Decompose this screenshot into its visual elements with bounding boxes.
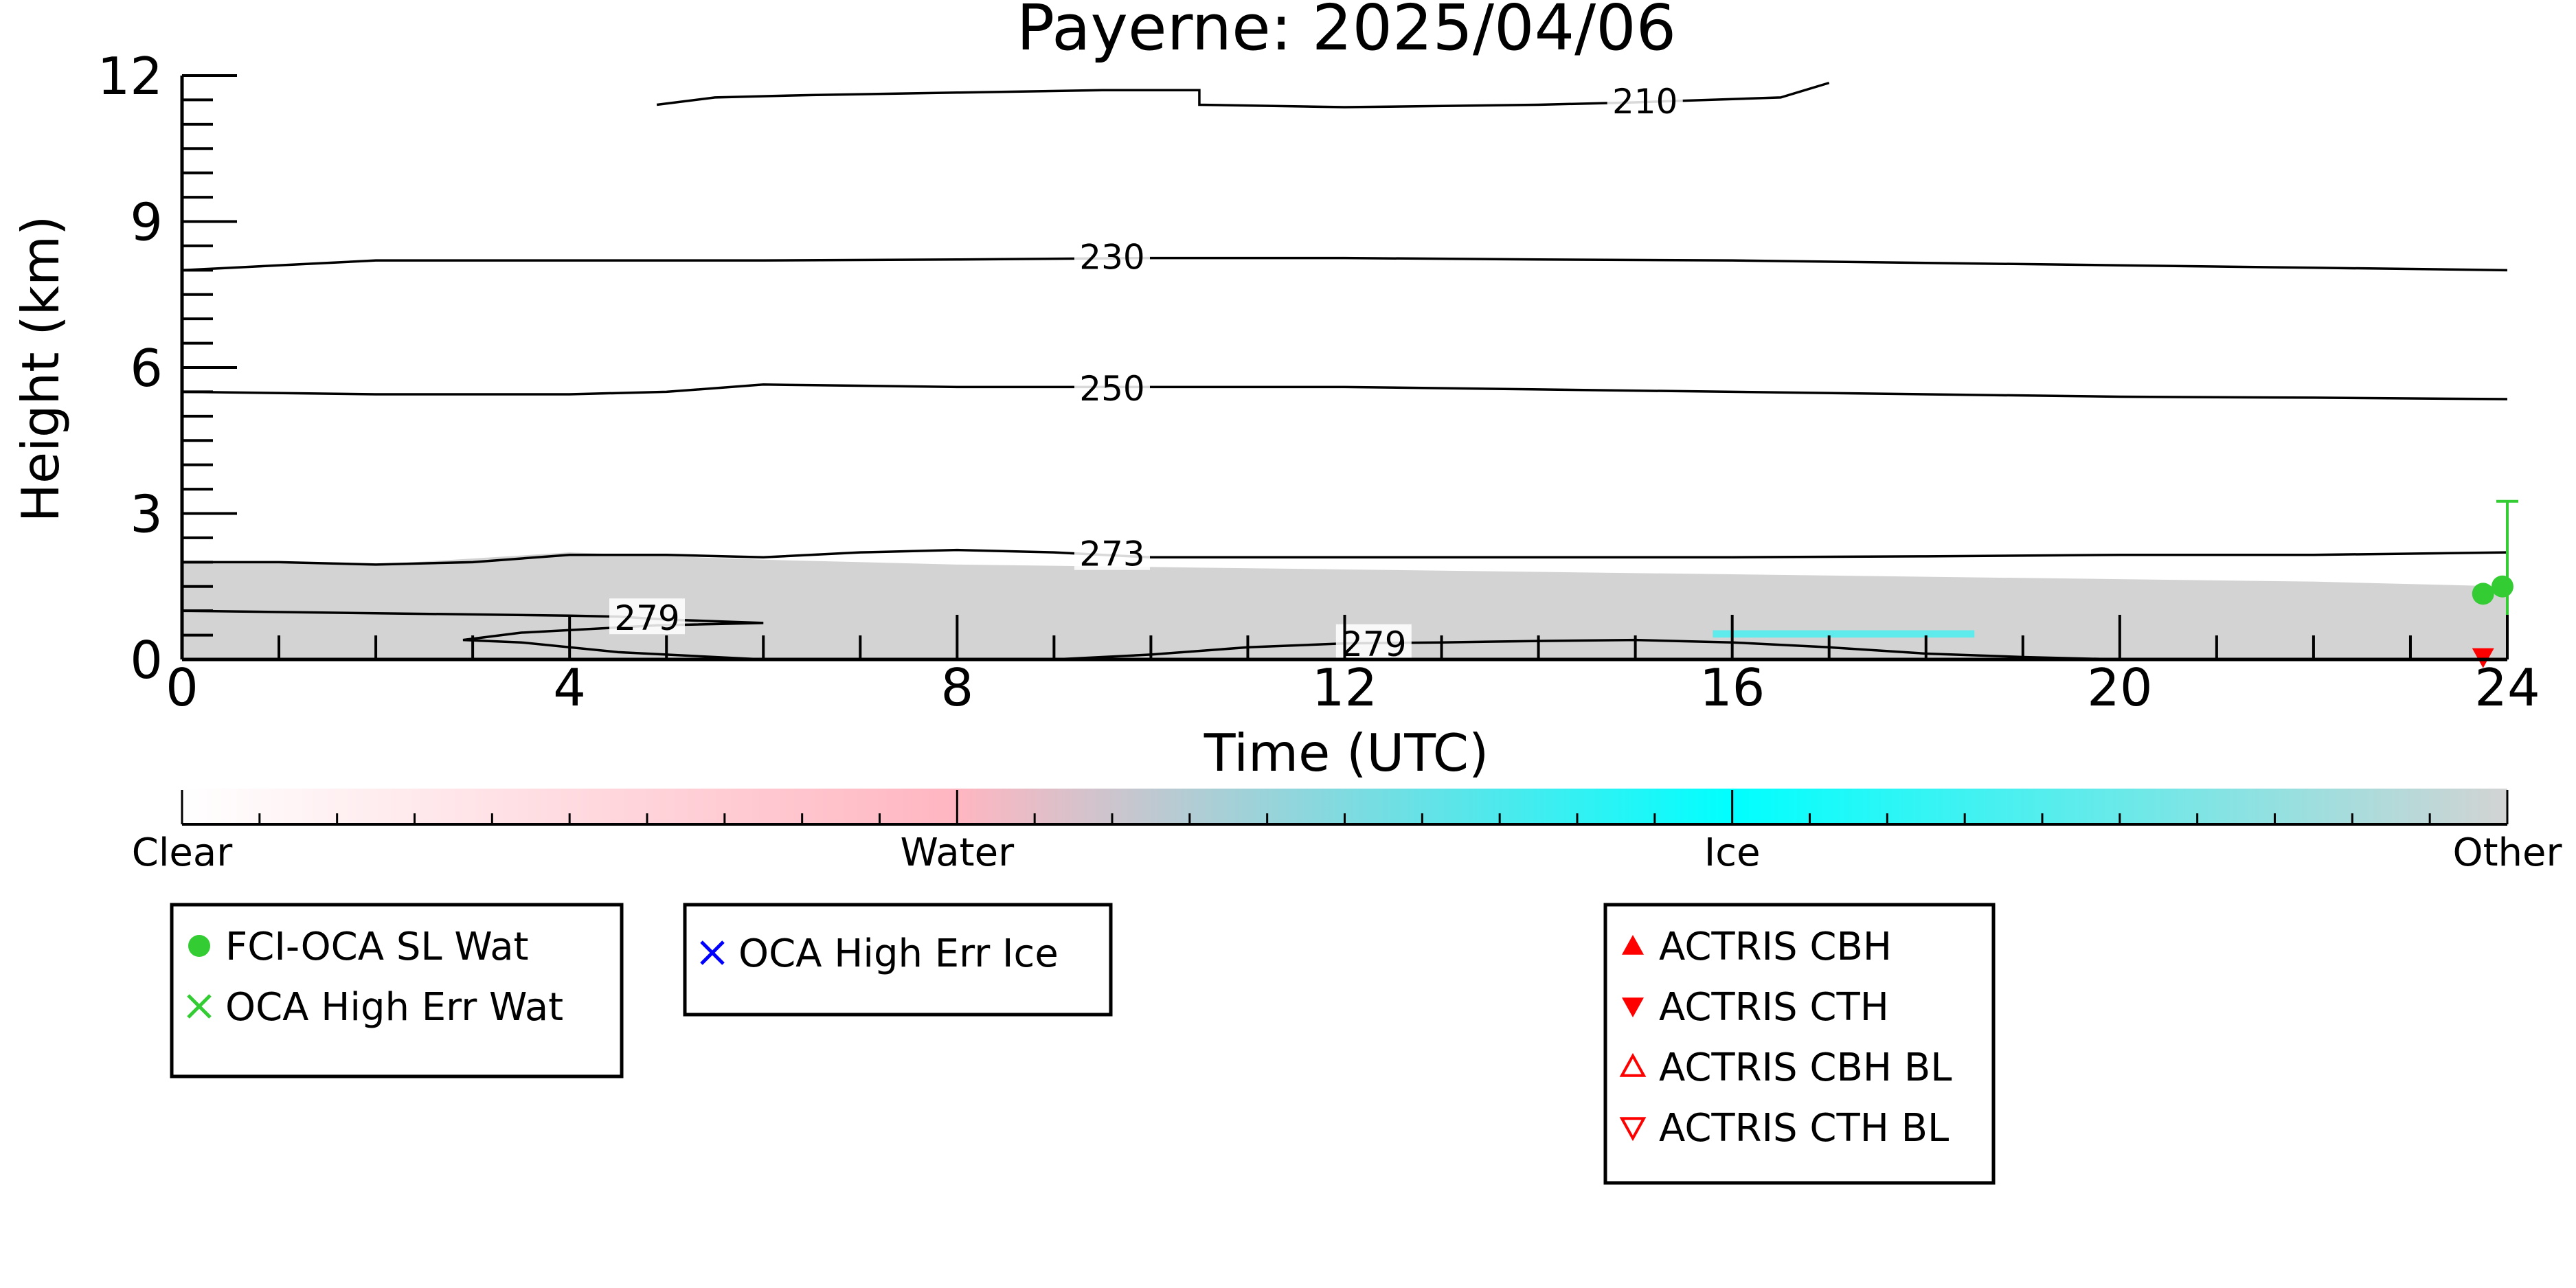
contour-label-bg bbox=[1074, 368, 1150, 405]
legend-marker bbox=[1622, 935, 1644, 955]
legend-label: ACTRIS CBH bbox=[1659, 925, 1892, 969]
contour-label-bg bbox=[1074, 534, 1150, 570]
x-tick-label: 16 bbox=[1699, 657, 1765, 718]
x-tick-label: 4 bbox=[553, 657, 586, 718]
legend-label: ACTRIS CTH bbox=[1659, 985, 1889, 1030]
legend-marker bbox=[700, 940, 725, 965]
x-tick-label: 12 bbox=[1312, 657, 1377, 718]
contour-label: 210 bbox=[1612, 82, 1677, 122]
contour-line-230 bbox=[182, 256, 2507, 272]
legend-frame bbox=[170, 903, 624, 1078]
colorbar-label: Water bbox=[901, 831, 1015, 875]
legend-marker bbox=[1622, 997, 1644, 1017]
contour-label-bg bbox=[1074, 237, 1150, 273]
colorbar-label: Other bbox=[2452, 831, 2562, 875]
contour-label: 250 bbox=[1079, 369, 1144, 409]
legend-marker bbox=[188, 935, 210, 957]
legend-marker bbox=[187, 994, 212, 1019]
legend-box: FCI-OCA SL Wat OCA High Err Wat bbox=[170, 903, 624, 1078]
legend-label: ACTRIS CTH BL bbox=[1659, 1106, 1949, 1151]
contour-line-273 bbox=[182, 548, 2507, 566]
data-point bbox=[2491, 575, 2513, 598]
y-tick-label: 9 bbox=[130, 192, 163, 253]
legend-label: OCA High Err Wat bbox=[225, 985, 563, 1030]
contour-label-bg bbox=[609, 598, 685, 635]
contour-label-bg bbox=[1335, 624, 1412, 660]
y-tick-label: 12 bbox=[98, 46, 163, 106]
ice-patch bbox=[1713, 630, 1975, 638]
data-point bbox=[2472, 583, 2494, 605]
legend-box: ACTRIS CBH ACTRIS CTH ACTRIS CBH BL ACTRIS … bbox=[1603, 903, 1996, 1185]
contour-label-bg bbox=[1607, 81, 1683, 117]
colorbar-label: Clear bbox=[132, 831, 233, 875]
contour-label: 279 bbox=[1341, 624, 1406, 664]
contour-line-250 bbox=[182, 383, 2507, 400]
x-tick-label: 0 bbox=[166, 657, 199, 718]
y-axis-label: Height (km) bbox=[10, 216, 71, 523]
chart-title: Payerne: 2025/04/06 bbox=[1017, 0, 1676, 65]
legend-frame bbox=[1603, 903, 1996, 1185]
x-tick-label: 20 bbox=[2087, 657, 2152, 718]
y-tick-label: 3 bbox=[130, 484, 163, 545]
legend-marker bbox=[1619, 1052, 1647, 1077]
legend-label: FCI-OCA SL Wat bbox=[225, 925, 529, 969]
contour-line-279 bbox=[1054, 638, 2120, 659]
contour-label: 273 bbox=[1079, 534, 1144, 574]
legend-frame bbox=[683, 903, 1113, 1017]
contour-label: 279 bbox=[614, 598, 679, 638]
legend-label: ACTRIS CBH BL bbox=[1659, 1046, 1952, 1090]
x-axis-label: Time (UTC) bbox=[1204, 723, 1489, 783]
contour-label: 230 bbox=[1079, 238, 1144, 278]
colorbar-label: Ice bbox=[1704, 831, 1761, 875]
x-tick-label: 8 bbox=[940, 657, 973, 718]
y-tick-label: 6 bbox=[130, 338, 163, 398]
legend-label: OCA High Err Ice bbox=[738, 931, 1059, 976]
y-tick-label: 0 bbox=[130, 630, 163, 690]
legend-box: OCA High Err Ice bbox=[683, 903, 1113, 1017]
x-tick-label: 24 bbox=[2474, 657, 2540, 718]
legend-marker bbox=[1619, 1117, 1647, 1142]
